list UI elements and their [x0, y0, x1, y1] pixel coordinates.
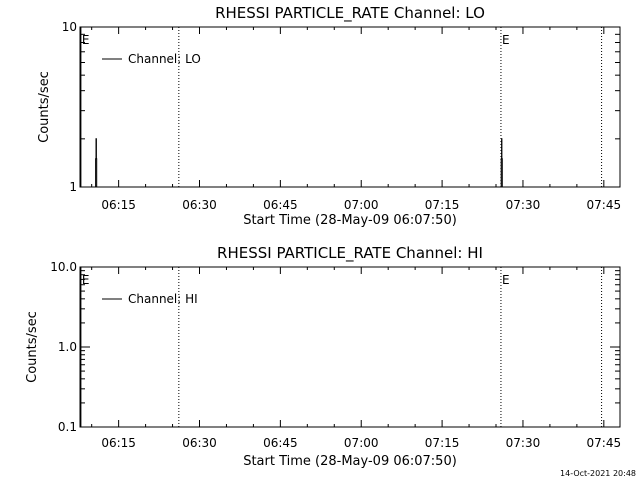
y-axis-label: Counts/sec — [25, 311, 40, 383]
x-tick-label: 07:15 — [425, 198, 460, 212]
x-tick-label: 06:30 — [182, 198, 217, 212]
y-tick-label: 0.1 — [58, 420, 77, 434]
chart-title: RHESSI PARTICLE_RATE Channel: LO — [215, 4, 485, 23]
legend-label: Channel: LO — [128, 52, 201, 66]
y-tick-label: 10 — [62, 20, 77, 34]
lo-channel-panel: RHESSI PARTICLE_RATE Channel: LO 06:15 06:… — [37, 4, 621, 228]
footer-timestamp: 14-Oct-2021 20:48 — [560, 469, 636, 478]
hi-channel-panel: RHESSI PARTICLE_RATE Channel: HI 06:15 06:… — [25, 244, 621, 469]
x-tick-label: 07:45 — [587, 198, 622, 212]
x-tick-label: 07:00 — [344, 198, 379, 212]
plot-frame — [79, 26, 621, 188]
chart-title: RHESSI PARTICLE_RATE Channel: HI — [217, 244, 483, 263]
series-line-0 — [80, 138, 503, 188]
x-tick-label: 07:30 — [506, 198, 541, 212]
y-tick-label: 10.0 — [50, 260, 77, 274]
y-tick-label: 1.0 — [58, 340, 77, 354]
x-axis-label: Start Time (28-May-09 06:07:50) — [243, 454, 457, 469]
legend-label: Channel: HI — [128, 292, 198, 306]
x-tick-label: 06:45 — [263, 198, 298, 212]
event-marker-label: E — [82, 33, 90, 47]
y-tick-label: 1 — [69, 180, 77, 194]
x-tick-label: 07:00 — [344, 436, 379, 450]
x-tick-label: 06:30 — [182, 436, 217, 450]
x-tick-label: 06:15 — [101, 198, 136, 212]
event-marker-label: E — [502, 33, 510, 47]
x-tick-label: 07:15 — [425, 436, 460, 450]
plot-frame — [79, 266, 621, 428]
x-tick-label: 07:45 — [587, 436, 622, 450]
event-marker-label: E — [82, 273, 90, 287]
event-marker-label: E — [502, 273, 510, 287]
x-tick-label: 06:45 — [263, 436, 298, 450]
x-axis-label: Start Time (28-May-09 06:07:50) — [243, 213, 457, 228]
x-tick-label: 06:15 — [101, 436, 136, 450]
y-axis-label: Counts/sec — [37, 71, 52, 143]
x-tick-label: 07:30 — [506, 436, 541, 450]
